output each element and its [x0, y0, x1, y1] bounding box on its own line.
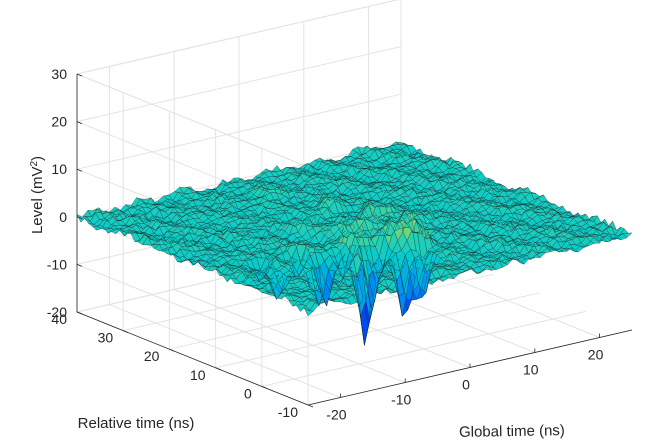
axis-labels: Global time (ns) Relative time (ns) Leve… — [29, 156, 565, 441]
y-axis-label: Relative time (ns) — [78, 415, 195, 432]
z-tick-mark — [76, 264, 83, 267]
z-tick-mark — [76, 168, 83, 172]
grid-line — [76, 93, 402, 170]
z-tick-label: -10 — [47, 256, 67, 272]
y-tick-mark — [261, 386, 267, 389]
grid-line — [76, 46, 402, 123]
grid-line — [215, 292, 540, 369]
x-tick-label: 10 — [523, 362, 539, 378]
pane-edge — [76, 73, 309, 168]
z-tick-label: -20 — [47, 304, 67, 320]
grid-line — [261, 310, 586, 387]
y-tick-label: 20 — [144, 348, 160, 364]
y-tick-label: 40 — [51, 311, 67, 327]
axes-frame — [76, 73, 633, 408]
grid-line — [174, 289, 406, 383]
pane-edge — [76, 0, 399, 75]
z-tick-label: 30 — [51, 66, 67, 82]
z-axis-label: Level (mV2) — [29, 156, 47, 234]
surface-mesh — [76, 141, 633, 346]
z-tick-label: 20 — [51, 114, 67, 130]
y-tick-mark — [169, 348, 175, 352]
z-axis-label-sup: 2 — [29, 161, 40, 167]
y-axis-line — [76, 311, 309, 406]
z-tick-mark — [76, 121, 83, 124]
x-axis-label: Global time (ns) — [459, 422, 565, 441]
x-tick-label: 0 — [462, 377, 470, 393]
z-tick-mark — [76, 216, 83, 220]
y-tick-mark — [307, 404, 314, 408]
x-tick-label: -10 — [391, 392, 411, 408]
y-tick-label: 10 — [190, 367, 206, 383]
z-tick-label: 0 — [59, 209, 67, 225]
grid-line — [169, 273, 494, 350]
z-tick-mark — [76, 73, 83, 77]
y-tick-label: -10 — [278, 404, 298, 420]
z-axis-label-end: ) — [29, 156, 46, 161]
z-axis-label-main: Level (mV — [29, 167, 46, 235]
z-tick-label: 10 — [51, 161, 67, 177]
grid-line — [76, 263, 309, 358]
x-tick-label: 20 — [588, 347, 604, 363]
grid-line — [109, 304, 341, 398]
y-tick-mark — [123, 330, 129, 333]
x-tick-label: -20 — [326, 407, 346, 423]
y-tick-mark — [215, 367, 221, 371]
y-tick-label: 0 — [244, 385, 252, 401]
z-tick-mark — [76, 311, 83, 315]
y-tick-label: 30 — [98, 330, 114, 346]
